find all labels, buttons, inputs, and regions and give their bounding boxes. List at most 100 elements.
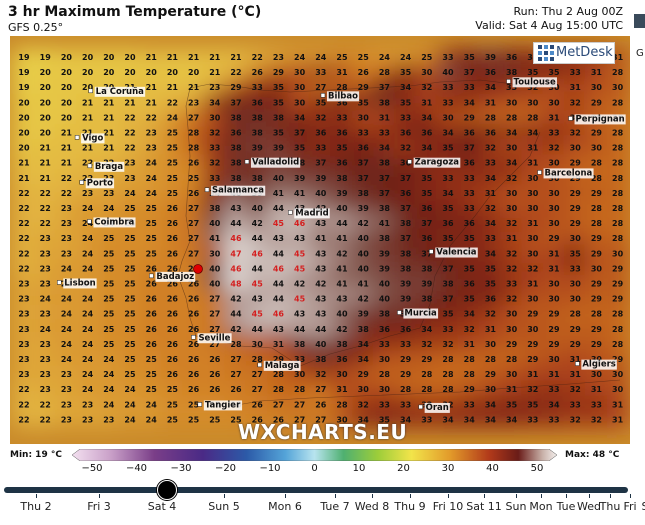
temperature-cell	[118, 229, 142, 247]
temperature-cell	[563, 139, 587, 157]
city-name: Malaga	[265, 361, 300, 371]
temperature-value: 43	[315, 249, 326, 258]
temperature-value: 43	[230, 204, 241, 213]
temperature-cell	[521, 395, 545, 413]
temperature-cell	[478, 48, 502, 66]
temperature-cell	[563, 380, 587, 398]
temperature-value: 24	[103, 370, 115, 379]
temperature-cell	[606, 274, 630, 293]
temperature-value: 38	[273, 113, 285, 122]
timeline-tick	[335, 494, 336, 498]
timeline-day-8[interactable]: Fri 10	[432, 500, 464, 513]
temperature-cell	[54, 78, 78, 96]
temperature-value: 23	[103, 174, 114, 183]
temperature-cell	[521, 63, 545, 81]
temperature-cell	[394, 259, 418, 277]
temperature-value: 21	[230, 53, 242, 62]
temperature-cell	[478, 184, 502, 202]
temperature-value: 21	[40, 159, 52, 168]
temperature-value: 33	[252, 83, 263, 92]
temperature-value: 26	[188, 189, 200, 198]
color-bar-tick-label: 30	[441, 463, 455, 474]
timeline-day-4[interactable]: Mon 6	[268, 500, 302, 513]
temperature-value: 27	[315, 415, 326, 424]
temperature-cell	[500, 410, 524, 428]
temperature-value: 23	[18, 370, 29, 379]
timeline-day-11[interactable]: Mon	[529, 500, 553, 513]
temperature-cell	[203, 139, 227, 157]
timeline-tick	[410, 494, 411, 498]
timeline-day-3[interactable]: Sun 5	[208, 500, 240, 513]
temperature-value: 24	[146, 159, 158, 168]
temperature-value: 41	[379, 219, 391, 228]
color-bar-tick-label: 20	[397, 463, 410, 474]
timeline-day-0[interactable]: Thu 2	[20, 500, 52, 513]
temperature-cell	[118, 290, 142, 308]
temperature-cell	[33, 274, 57, 293]
temperature-value: 26	[167, 280, 179, 289]
temperature-value: 25	[124, 249, 136, 258]
timeline[interactable]	[0, 478, 645, 525]
temperature-cell	[436, 123, 460, 142]
temperature-value: 38	[400, 264, 412, 273]
temperature-value: 31	[591, 68, 603, 77]
temperature-value: 32	[209, 159, 220, 168]
temperature-value: 30	[612, 385, 624, 394]
temperature-cell	[12, 184, 36, 202]
timeline-day-5[interactable]: Tue 7	[320, 500, 350, 513]
temperature-cell	[33, 184, 57, 202]
temperature-value: 40	[209, 280, 221, 289]
timeline-day-13[interactable]: Wed	[577, 500, 601, 513]
temperature-cell	[309, 63, 333, 81]
temperature-cell	[563, 214, 587, 232]
temperature-cell	[478, 108, 502, 126]
timeline-day-15[interactable]: Fri	[623, 500, 637, 513]
temperature-cell	[351, 169, 375, 187]
temperature-cell	[182, 139, 206, 157]
temperature-value: 29	[273, 355, 285, 364]
temperature-value: 33	[485, 234, 496, 243]
timeline-day-10[interactable]: Sun	[505, 500, 527, 513]
temperature-cell	[33, 229, 57, 247]
temperature-cell	[12, 78, 36, 96]
temperature-cell	[160, 123, 184, 142]
temperature-value: 36	[464, 129, 476, 138]
timeline-day-16[interactable]: S	[642, 500, 645, 513]
temperature-value: 32	[421, 340, 432, 349]
temperature-cell	[415, 123, 439, 142]
temperature-value: 33	[315, 68, 326, 77]
temperature-value: 23	[103, 189, 114, 198]
temperature-value: 28	[273, 370, 285, 379]
temperature-value: 44	[252, 325, 264, 334]
location-marker-icon[interactable]	[193, 264, 203, 274]
temperature-value: 29	[591, 280, 603, 289]
temperature-map[interactable]: 19 19 20 20 20 20 21 21 21 21 21 22 23 24 24 25 25 24 24 25…	[10, 36, 630, 444]
temperature-cell	[309, 154, 333, 172]
timeline-day-1[interactable]: Fri 3	[87, 500, 111, 513]
temperature-cell	[606, 184, 630, 202]
timeline-track[interactable]	[4, 487, 628, 493]
temperature-value: 22	[40, 204, 51, 213]
temperature-cell	[542, 63, 566, 81]
temperature-value: 37	[400, 174, 411, 183]
temperature-cell	[54, 93, 78, 111]
temperature-value: 24	[315, 53, 327, 62]
temperature-value: 27	[209, 325, 220, 334]
temperature-value: 25	[124, 204, 136, 213]
temperature-cell	[542, 305, 566, 323]
temperature-value: 31	[506, 385, 518, 394]
temperature-value: 28	[464, 355, 476, 364]
temperature-value: 34	[421, 144, 433, 153]
timeline-day-6[interactable]: Wed 8	[354, 500, 390, 513]
temperature-cell	[500, 214, 524, 232]
timeline-day-2[interactable]: Sat 4	[147, 500, 177, 513]
temperature-cell	[288, 320, 312, 338]
timeline-day-9[interactable]: Sat 11	[466, 500, 502, 513]
temperature-cell	[118, 184, 142, 202]
temperature-cell	[76, 320, 100, 338]
menu-toggle-button[interactable]	[634, 14, 645, 28]
timeline-slider-handle[interactable]	[157, 480, 177, 500]
timeline-day-12[interactable]: Tue	[556, 500, 576, 513]
timeline-day-14[interactable]: Thu	[599, 500, 621, 513]
timeline-day-7[interactable]: Thu 9	[394, 500, 426, 513]
